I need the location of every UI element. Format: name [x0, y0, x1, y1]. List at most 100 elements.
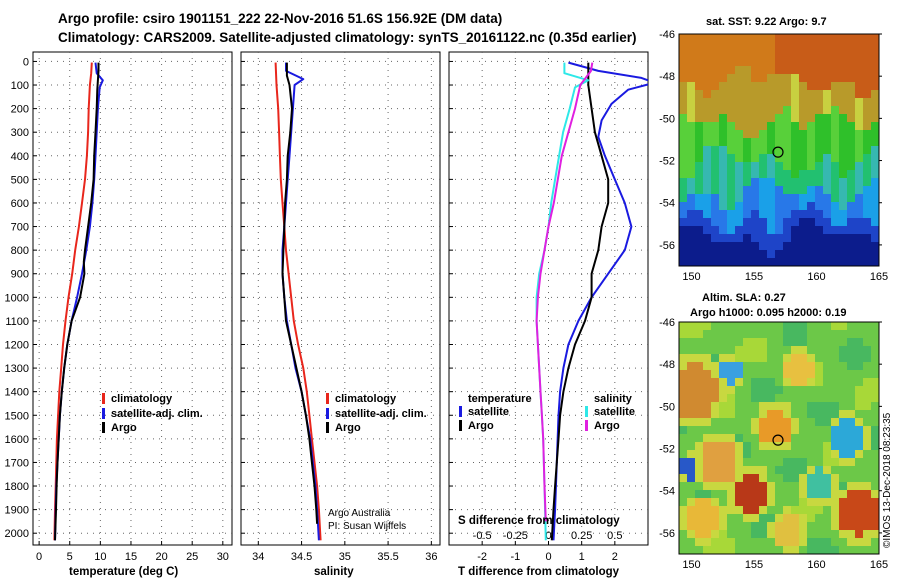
map-cell [807, 66, 816, 75]
map-cell [847, 138, 856, 147]
map-cell [687, 130, 696, 139]
map-cell [831, 154, 840, 163]
map-cell [703, 402, 712, 411]
map-cell [863, 114, 872, 123]
map-cell [831, 42, 840, 51]
map-cell [855, 178, 864, 187]
map-cell [863, 138, 872, 147]
map-cell [831, 242, 840, 251]
map-cell [815, 154, 824, 163]
map-cell [727, 514, 736, 523]
map-cell [863, 498, 872, 507]
x-tick-label: 34.5 [291, 551, 312, 563]
map-cell [799, 330, 808, 339]
map-cell [743, 146, 752, 155]
map-cell [855, 498, 864, 507]
map-cell [807, 146, 816, 155]
map-cell [743, 506, 752, 515]
map-cell [687, 74, 696, 83]
map-cell [767, 170, 776, 179]
map-cell [711, 338, 720, 347]
map-cell [791, 482, 800, 491]
map-cell [783, 106, 792, 115]
map-cell [679, 66, 688, 75]
map-cell [863, 322, 872, 331]
map-cell [695, 402, 704, 411]
map-cell [831, 450, 840, 459]
map-cell [847, 354, 856, 363]
map-cell [751, 170, 760, 179]
map-cell [871, 514, 879, 523]
map-cell [831, 418, 840, 427]
map-cell [863, 234, 872, 243]
map-cell [759, 354, 768, 363]
map-cell [831, 442, 840, 451]
map-cell [799, 106, 808, 115]
map-cell [735, 434, 744, 443]
map-cell [847, 50, 856, 59]
map-cell [823, 466, 832, 475]
map-cell [839, 202, 848, 211]
map-cell [695, 130, 704, 139]
lat-tick-label: -56 [659, 528, 675, 540]
map-cell [831, 378, 840, 387]
map-cell [743, 378, 752, 387]
map-cell [831, 74, 840, 83]
map-cell [871, 42, 879, 51]
map-cell [775, 442, 784, 451]
map-cell [871, 258, 879, 266]
map-cell [727, 58, 736, 67]
map-cell [767, 506, 776, 515]
map-cell [751, 498, 760, 507]
map-cell [727, 330, 736, 339]
map-cell [687, 418, 696, 427]
map-cell [751, 122, 760, 131]
map-cell [807, 106, 816, 115]
map-cell [807, 82, 816, 91]
map-cell [823, 346, 832, 355]
map-cell [751, 42, 760, 51]
map-cell [719, 426, 728, 435]
map-cell [831, 106, 840, 115]
map-cell [703, 34, 712, 43]
map-cell [727, 450, 736, 459]
map-cell [783, 114, 792, 123]
map-cell [727, 146, 736, 155]
map-cell [751, 330, 760, 339]
map-cell [775, 106, 784, 115]
map-cell [831, 34, 840, 43]
map-cell [687, 34, 696, 43]
map-cell [767, 146, 776, 155]
map-cell [703, 242, 712, 251]
map-cell [759, 498, 768, 507]
map-cell [815, 450, 824, 459]
credit-line2: PI: Susan Wijffels [328, 521, 406, 532]
map-cell [679, 394, 688, 403]
map-cell [735, 450, 744, 459]
map-cell [807, 378, 816, 387]
map-cell [807, 490, 816, 499]
map-cell [863, 474, 872, 483]
map-cell [871, 114, 879, 123]
map-cell [847, 194, 856, 203]
map-cell [831, 90, 840, 99]
map-cell [751, 250, 760, 259]
map-cell [695, 162, 704, 171]
depth-tick-label: 900 [11, 269, 29, 281]
map-cell [695, 442, 704, 451]
map-cell [727, 202, 736, 211]
map-cell [711, 130, 720, 139]
map-cell [831, 498, 840, 507]
map-cell [775, 514, 784, 523]
map-cell [711, 98, 720, 107]
map-cell [847, 490, 856, 499]
map-cell [839, 418, 848, 427]
map-cell [839, 34, 848, 43]
map-cell [719, 522, 728, 531]
map-cell [679, 410, 688, 419]
map-cell [759, 426, 768, 435]
map-cell [727, 378, 736, 387]
map-cell [695, 434, 704, 443]
map-cell [759, 186, 768, 195]
map-cell [703, 154, 712, 163]
